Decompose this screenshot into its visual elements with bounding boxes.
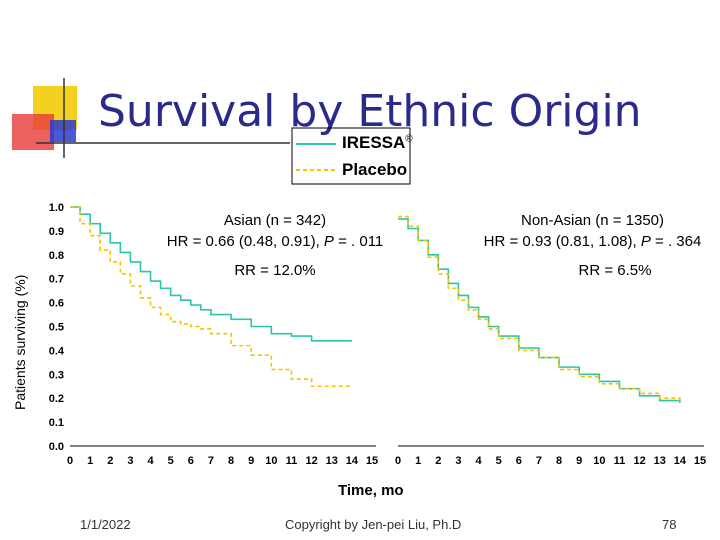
decorative-red-square	[12, 114, 54, 150]
x-tick-label: 8	[228, 455, 234, 467]
x-tick-label: 15	[694, 455, 706, 467]
x-tick-label: 15	[366, 455, 378, 467]
left-panel-hr: HR = 0.66 (0.48, 0.91), P = . 011	[166, 233, 384, 250]
x-tick-label: 11	[286, 455, 298, 467]
x-tick-label: 6	[188, 455, 194, 467]
y-tick-label: 0.9	[49, 226, 64, 238]
x-tick-label: 3	[455, 455, 461, 467]
x-tick-label: 10	[265, 455, 277, 467]
legend-iressa-label: IRESSA®	[342, 133, 413, 152]
x-tick-label: 0	[395, 455, 401, 467]
x-tick-label: 14	[674, 455, 687, 467]
x-tick-label: 8	[556, 455, 562, 467]
x-tick-label: 4	[147, 455, 154, 467]
x-tick-label: 11	[614, 455, 626, 467]
left-iressa-curve	[70, 206, 352, 342]
right-placebo-curve	[398, 215, 681, 401]
y-tick-label: 1.0	[49, 202, 64, 214]
x-tick-label: 7	[536, 455, 542, 467]
x-tick-label: 2	[435, 455, 441, 467]
x-tick-label: 1	[87, 455, 93, 467]
legend-placebo-label: Placebo	[342, 160, 408, 179]
x-tick-label: 0	[67, 455, 73, 467]
left-placebo-curve	[70, 206, 352, 388]
y-tick-label: 0.0	[49, 441, 64, 453]
x-tick-label: 5	[496, 455, 502, 467]
right-panel-rr: RR = 6.5%	[578, 262, 652, 279]
x-tick-label: 2	[107, 455, 113, 467]
x-axis-title: Time, mo	[338, 482, 404, 499]
y-tick-label: 0.6	[49, 298, 64, 310]
footer-page-number: 78	[662, 517, 677, 532]
x-tick-label: 4	[475, 455, 482, 467]
y-tick-label: 0.5	[49, 322, 64, 334]
x-tick-label: 7	[208, 455, 214, 467]
decorative-blue-square	[50, 120, 76, 142]
y-tick-label: 0.3	[49, 369, 64, 381]
x-tick-label: 13	[654, 455, 666, 467]
footer-date: 1/1/2022	[80, 517, 131, 532]
x-tick-label: 1	[415, 455, 421, 467]
y-tick-label: 0.1	[49, 417, 64, 429]
x-tick-label: 13	[326, 455, 338, 467]
right-iressa-curve	[398, 218, 681, 403]
left-panel-title: Asian (n = 342)	[223, 212, 327, 229]
y-tick-label: 0.8	[49, 250, 64, 262]
right-panel-title: Non-Asian (n = 1350)	[521, 212, 664, 229]
x-tick-label: 3	[127, 455, 133, 467]
y-tick-label: 0.2	[49, 393, 64, 405]
right-panel-hr: HR = 0.93 (0.81, 1.08), P = . 364	[483, 233, 702, 250]
y-tick-label: 0.4	[49, 345, 65, 357]
x-tick-label: 9	[248, 455, 254, 467]
x-tick-label: 14	[346, 455, 359, 467]
footer-copyright: Copyright by Jen-pei Liu, Ph.D	[285, 517, 462, 532]
x-tick-label: 10	[593, 455, 605, 467]
y-tick-label: 0.7	[49, 274, 64, 286]
x-tick-label: 5	[168, 455, 174, 467]
left-panel-rr: RR = 12.0%	[234, 262, 316, 279]
x-tick-label: 9	[576, 455, 582, 467]
x-tick-label: 6	[516, 455, 522, 467]
x-tick-label: 12	[305, 455, 317, 467]
x-tick-label: 12	[633, 455, 645, 467]
